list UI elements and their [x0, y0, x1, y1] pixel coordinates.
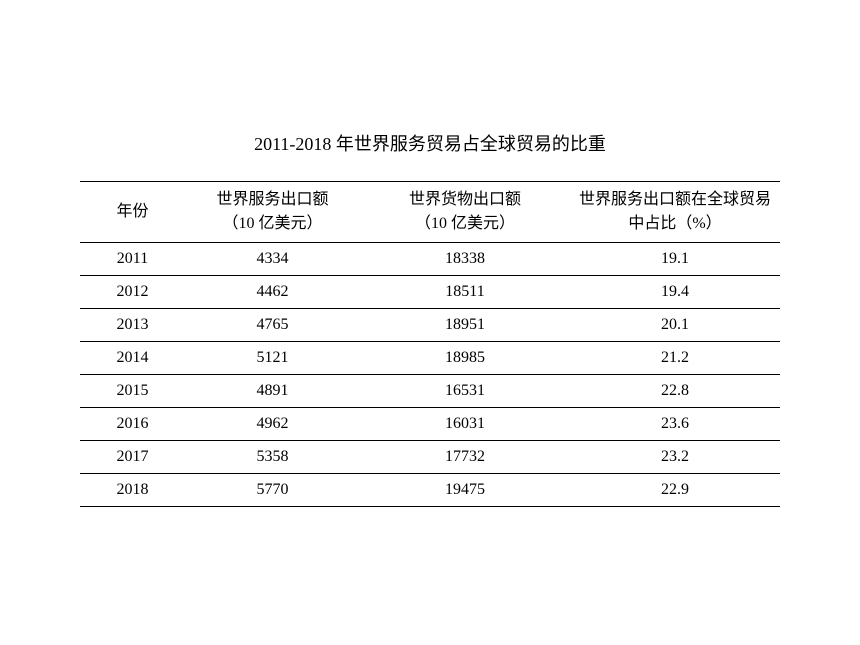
header-service: 世界服务出口额 （10 亿美元）	[185, 182, 360, 243]
cell-year: 2015	[80, 375, 185, 408]
cell-year: 2013	[80, 309, 185, 342]
table-body: 2011 4334 18338 19.1 2012 4462 18511 19.…	[80, 243, 780, 507]
cell-goods: 18338	[360, 243, 570, 276]
table-title: 2011-2018 年世界服务贸易占全球贸易的比重	[254, 130, 606, 156]
table-header: 年份 世界服务出口额 （10 亿美元） 世界货物出口额 （10 亿美元） 世界服…	[80, 182, 780, 243]
cell-service: 5358	[185, 441, 360, 474]
cell-share: 23.2	[570, 441, 780, 474]
cell-year: 2014	[80, 342, 185, 375]
table-row: 2015 4891 16531 22.8	[80, 375, 780, 408]
cell-year: 2011	[80, 243, 185, 276]
cell-share: 19.4	[570, 276, 780, 309]
cell-goods: 17732	[360, 441, 570, 474]
header-year: 年份	[80, 182, 185, 243]
cell-goods: 18985	[360, 342, 570, 375]
cell-service: 4334	[185, 243, 360, 276]
header-year-line1: 年份	[116, 203, 148, 220]
cell-goods: 19475	[360, 474, 570, 507]
cell-goods: 18511	[360, 276, 570, 309]
cell-share: 22.9	[570, 474, 780, 507]
table-container: 年份 世界服务出口额 （10 亿美元） 世界货物出口额 （10 亿美元） 世界服…	[80, 181, 780, 507]
table-row: 2012 4462 18511 19.4	[80, 276, 780, 309]
cell-share: 22.8	[570, 375, 780, 408]
cell-share: 20.1	[570, 309, 780, 342]
cell-service: 5121	[185, 342, 360, 375]
cell-goods: 16531	[360, 375, 570, 408]
table-row: 2011 4334 18338 19.1	[80, 243, 780, 276]
cell-goods: 18951	[360, 309, 570, 342]
header-share-line2: 中占比（%）	[628, 215, 721, 232]
cell-share: 21.2	[570, 342, 780, 375]
cell-year: 2017	[80, 441, 185, 474]
cell-service: 4765	[185, 309, 360, 342]
header-row: 年份 世界服务出口额 （10 亿美元） 世界货物出口额 （10 亿美元） 世界服…	[80, 182, 780, 243]
cell-year: 2012	[80, 276, 185, 309]
cell-service: 4962	[185, 408, 360, 441]
cell-year: 2016	[80, 408, 185, 441]
header-goods: 世界货物出口额 （10 亿美元）	[360, 182, 570, 243]
cell-service: 4891	[185, 375, 360, 408]
header-service-line2: （10 亿美元）	[222, 215, 322, 232]
header-service-line1: 世界服务出口额	[216, 191, 328, 208]
cell-service: 4462	[185, 276, 360, 309]
cell-service: 5770	[185, 474, 360, 507]
table-row: 2014 5121 18985 21.2	[80, 342, 780, 375]
table-row: 2013 4765 18951 20.1	[80, 309, 780, 342]
cell-share: 19.1	[570, 243, 780, 276]
table-row: 2017 5358 17732 23.2	[80, 441, 780, 474]
cell-year: 2018	[80, 474, 185, 507]
header-share: 世界服务出口额在全球贸易 中占比（%）	[570, 182, 780, 243]
header-goods-line1: 世界货物出口额	[409, 191, 521, 208]
header-share-line1: 世界服务出口额在全球贸易	[579, 191, 771, 208]
cell-share: 23.6	[570, 408, 780, 441]
cell-goods: 16031	[360, 408, 570, 441]
table-row: 2018 5770 19475 22.9	[80, 474, 780, 507]
data-table: 年份 世界服务出口额 （10 亿美元） 世界货物出口额 （10 亿美元） 世界服…	[80, 181, 780, 507]
table-row: 2016 4962 16031 23.6	[80, 408, 780, 441]
header-goods-line2: （10 亿美元）	[415, 215, 515, 232]
